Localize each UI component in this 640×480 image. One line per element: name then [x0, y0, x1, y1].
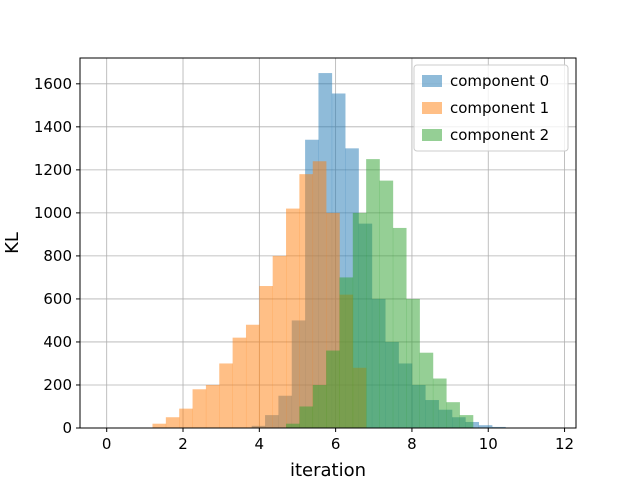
legend-label: component 0 — [450, 72, 549, 90]
histogram-bar — [339, 277, 354, 428]
histogram-bar — [232, 337, 247, 428]
histogram-bar — [299, 406, 314, 428]
histogram-bars — [152, 73, 520, 429]
axis-ticks: 0 2 4 6 8 10 12 0 200 400 600 800 1000 1200 1400 1600 — [34, 75, 574, 453]
histogram-bar — [446, 402, 460, 428]
histogram-bar — [379, 180, 394, 428]
histogram-bar — [245, 324, 260, 428]
histogram-bar — [419, 352, 434, 428]
x-tick-label: 6 — [331, 435, 341, 453]
y-tick-label: 1600 — [34, 75, 72, 93]
histogram-bar — [352, 212, 367, 428]
y-tick-label: 1400 — [34, 118, 72, 136]
histogram-bar — [192, 389, 207, 428]
histogram-bar — [392, 227, 407, 428]
legend: component 0 component 1 component 2 — [413, 64, 569, 152]
legend-swatch — [422, 75, 442, 87]
histogram-bar — [205, 384, 220, 428]
histogram-bar — [165, 417, 180, 428]
histogram-bar — [366, 159, 380, 428]
y-tick-label: 400 — [43, 333, 72, 351]
histogram-bar — [326, 350, 340, 428]
histogram-bar — [286, 208, 300, 428]
y-tick-label: 800 — [43, 247, 72, 265]
histogram-bar — [432, 378, 447, 428]
y-tick-label: 600 — [43, 290, 72, 308]
x-tick-label: 10 — [479, 435, 498, 453]
x-axis-label: iteration — [290, 460, 366, 480]
y-axis-label: KL — [2, 232, 23, 254]
histogram-bar — [299, 174, 314, 428]
histogram-bar — [492, 426, 506, 428]
histogram-bar — [272, 255, 287, 428]
legend-label: component 1 — [450, 99, 549, 117]
histogram-bar — [406, 298, 420, 428]
series-1-bars — [152, 161, 367, 429]
x-tick-label: 8 — [407, 435, 417, 453]
x-tick-label: 2 — [178, 435, 188, 453]
histogram-bar — [286, 423, 300, 428]
legend-swatch — [422, 129, 442, 141]
histogram-bar — [312, 384, 327, 428]
x-tick-label: 12 — [555, 435, 574, 453]
histogram-bar — [478, 425, 493, 428]
histogram-bar — [312, 161, 327, 429]
histogram-bar — [179, 408, 193, 428]
y-tick-label: 1000 — [34, 204, 72, 222]
histogram-bar — [459, 415, 474, 428]
x-tick-label: 0 — [102, 435, 112, 453]
legend-label: component 2 — [450, 126, 549, 144]
y-tick-label: 0 — [62, 419, 72, 437]
y-tick-label: 1200 — [34, 161, 72, 179]
series-2-bars — [286, 159, 474, 428]
plot-frame — [79, 57, 577, 429]
y-tick-label: 200 — [43, 376, 72, 394]
legend-box — [413, 64, 569, 152]
x-tick-label: 4 — [255, 435, 265, 453]
histogram-bar — [259, 286, 273, 428]
histogram-bar — [219, 363, 233, 428]
histogram-bar — [152, 423, 167, 428]
legend-swatch — [422, 102, 442, 114]
